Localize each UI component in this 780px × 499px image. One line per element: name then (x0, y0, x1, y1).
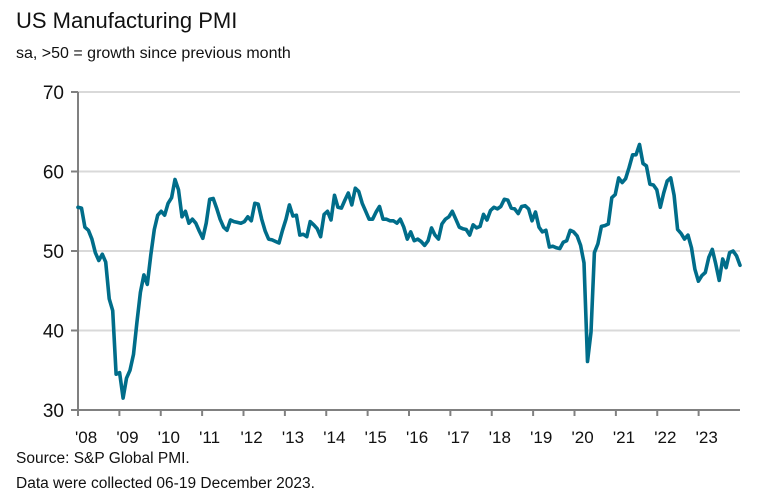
pmi-series-line (76, 142, 742, 400)
x-tick-label: '16 (406, 428, 428, 447)
y-tick-label: 60 (43, 163, 64, 184)
x-tick-label: '20 (572, 428, 594, 447)
x-tick-label: '22 (654, 428, 676, 447)
x-tick-label: '18 (489, 428, 511, 447)
x-tick-label: '08 (75, 428, 97, 447)
collection-note: Data were collected 06-19 December 2023. (16, 475, 315, 492)
x-tick-label: '17 (447, 428, 469, 447)
x-tick-label: '12 (241, 428, 263, 447)
y-tick-label: 70 (43, 83, 64, 104)
chart-title: US Manufacturing PMI (16, 8, 238, 33)
x-tick-label: '13 (282, 428, 304, 447)
x-tick-label: '09 (116, 428, 138, 447)
chart-subtitle: sa, >50 = growth since previous month (16, 45, 291, 62)
x-tick-label: '21 (613, 428, 635, 447)
x-tick-label: '19 (530, 428, 552, 447)
y-tick-label: 50 (43, 242, 64, 263)
y-tick-label: 40 (43, 322, 64, 343)
x-tick-label: '23 (696, 428, 718, 447)
x-tick-label: '10 (158, 428, 180, 447)
y-tick-label: 30 (43, 401, 64, 422)
x-tick-label: '15 (365, 428, 387, 447)
x-tick-label: '11 (199, 428, 220, 447)
x-tick-label: '14 (323, 428, 345, 447)
source-note: Source: S&P Global PMI. (16, 450, 190, 467)
